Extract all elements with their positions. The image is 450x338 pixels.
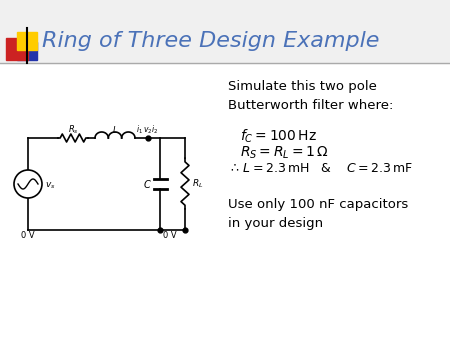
Text: $i_2$: $i_2$: [151, 124, 158, 137]
Circle shape: [14, 170, 42, 198]
Text: 0 V: 0 V: [21, 231, 35, 240]
Text: $L$: $L$: [112, 124, 118, 135]
Text: Use only 100 nF capacitors
in your design: Use only 100 nF capacitors in your desig…: [228, 198, 408, 230]
Text: 0 V: 0 V: [163, 231, 177, 240]
Text: $v_2$: $v_2$: [143, 126, 153, 137]
Text: Ring of Three Design Example: Ring of Three Design Example: [42, 31, 379, 51]
Bar: [17, 32, 37, 50]
Bar: [6, 38, 28, 60]
Text: $R_L$: $R_L$: [192, 178, 203, 190]
Bar: [0, 0, 450, 63]
Text: $C$: $C$: [143, 178, 152, 190]
Text: $\therefore\, L = 2.3\,\mathrm{mH}$   &    $C = 2.3\,\mathrm{mF}$: $\therefore\, L = 2.3\,\mathrm{mH}$ & $C…: [228, 162, 413, 175]
Text: $i_1$: $i_1$: [136, 124, 143, 137]
Text: Simulate this two pole
Butterworth filter where:: Simulate this two pole Butterworth filte…: [228, 80, 393, 112]
Bar: [17, 42, 37, 60]
Text: $f_C = 100\,\mathrm{Hz}$: $f_C = 100\,\mathrm{Hz}$: [240, 128, 317, 145]
Text: $R_S = R_L = 1\,\Omega$: $R_S = R_L = 1\,\Omega$: [240, 145, 329, 162]
Text: $R_s$: $R_s$: [68, 124, 78, 137]
Text: $v_s$: $v_s$: [45, 181, 55, 191]
